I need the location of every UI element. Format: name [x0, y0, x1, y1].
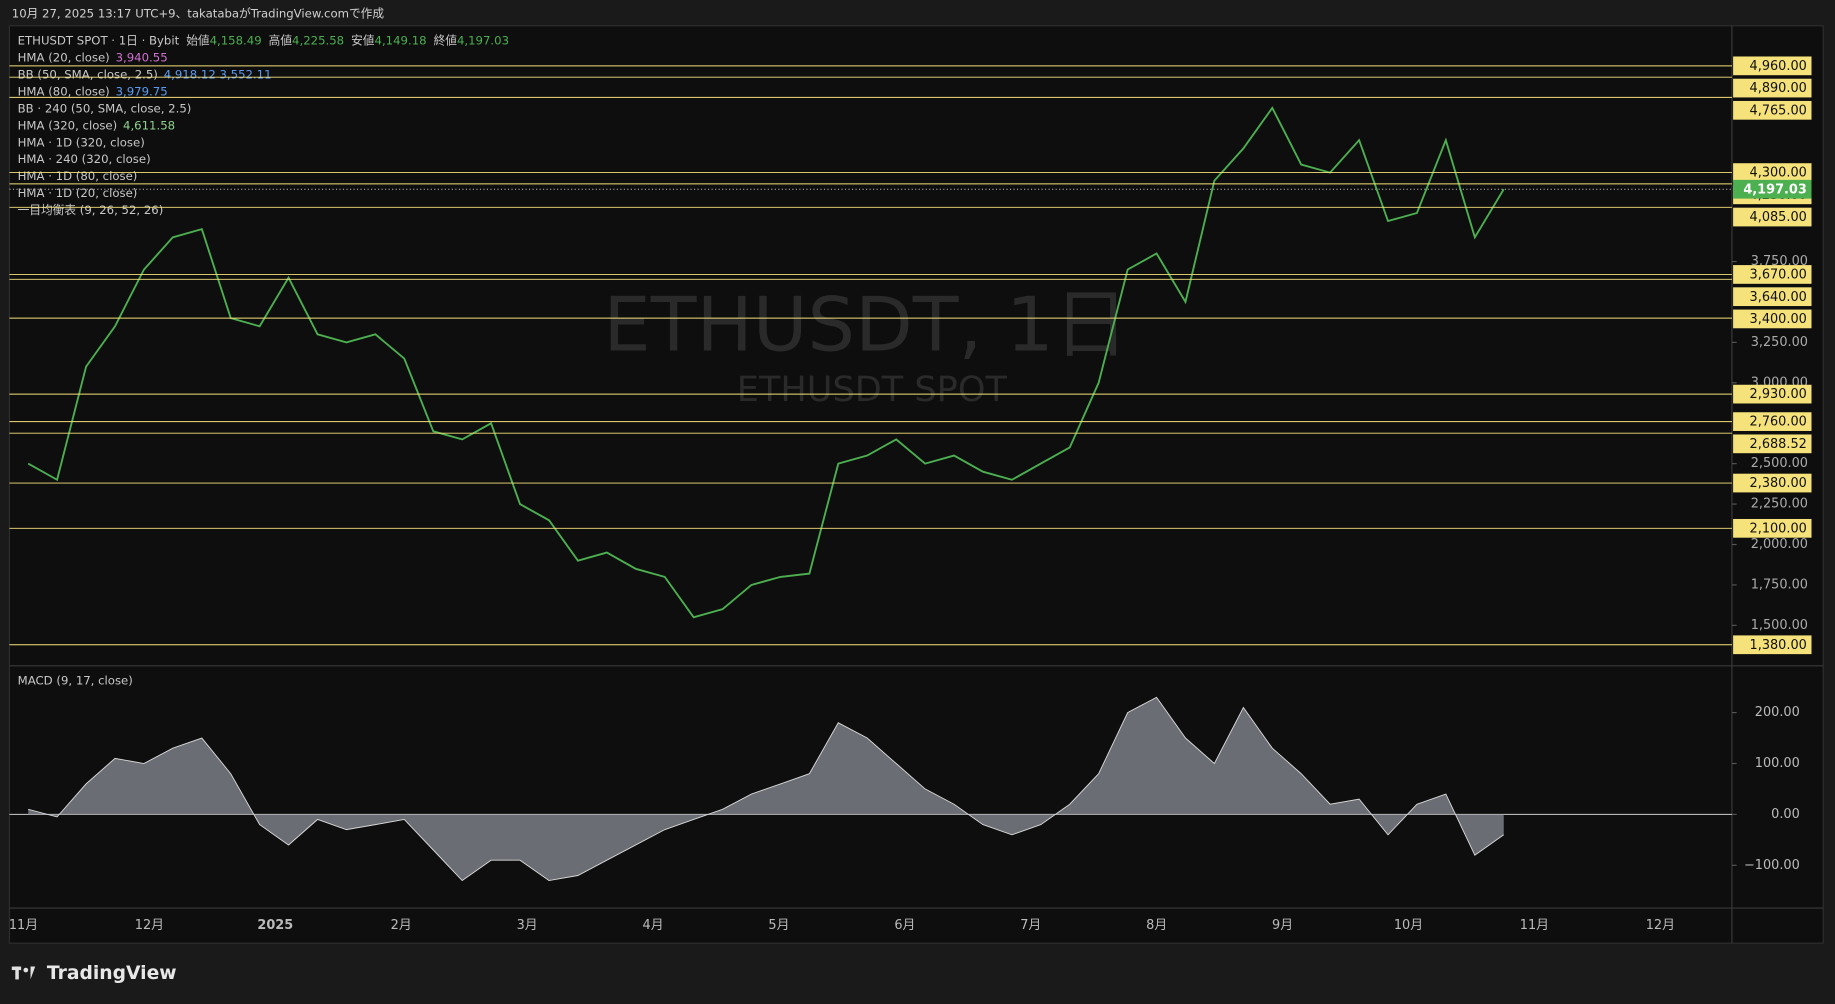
x-tick-label: 12月	[1646, 918, 1675, 933]
indicator-name: HMA · 1D (80, close)	[18, 169, 138, 183]
level-label: 3,400.00	[1750, 312, 1807, 327]
level-label: 1,380.00	[1750, 638, 1807, 653]
level-label-box	[1733, 412, 1812, 431]
ohlc-label: 始値	[186, 33, 210, 47]
ohlc-value: 4,225.58	[292, 33, 344, 47]
level-label-box	[1733, 473, 1812, 493]
level-label: 3,670.00	[1750, 268, 1807, 283]
y-tick-label: 1,500.00	[1751, 618, 1808, 633]
level-label: 2,380.00	[1750, 476, 1807, 491]
logo-mark	[30, 966, 36, 980]
level-label: 2,100.00	[1750, 521, 1807, 536]
level-label-box	[1733, 78, 1812, 98]
level-label-box	[1733, 56, 1812, 76]
level-label: 4,890.00	[1750, 81, 1807, 96]
level-label-box	[1733, 434, 1812, 454]
x-tick-label: 7月	[1020, 918, 1041, 933]
level-label-box	[1733, 635, 1812, 655]
indicator-name: HMA (320, close)	[18, 118, 118, 132]
indicator-name: HMA · 240 (320, close)	[18, 152, 151, 166]
indicator-value: 3,979.75	[116, 84, 168, 98]
indicator-name: HMA (80, close)	[18, 84, 110, 98]
level-label: 4,300.00	[1750, 166, 1807, 181]
y-tick-label: 2,000.00	[1751, 537, 1808, 552]
level-label-box	[1733, 309, 1812, 329]
y-tick-label: −100.00	[1744, 858, 1800, 873]
indicator-name: BB (50, SMA, close, 2.5)	[18, 67, 158, 81]
indicator-name: 一目均衡表 (9, 26, 52, 26)	[18, 203, 164, 217]
tradingview-logo: TradingView	[11, 963, 177, 984]
ohlc-label: 終値	[434, 33, 458, 47]
watermark-sub: ETHUSDT SPOT	[737, 369, 1008, 410]
level-label-box	[1733, 384, 1812, 404]
x-tick-label: 3月	[517, 918, 538, 933]
y-tick-label: 200.00	[1755, 705, 1800, 720]
indicator-name: BB · 240 (50, SMA, close, 2.5)	[18, 101, 192, 115]
macd-title: MACD (9, 17, close)	[18, 674, 133, 688]
logo-mark	[15, 966, 19, 980]
x-tick-label: 2月	[391, 918, 412, 933]
x-tick-label: 11月	[9, 918, 38, 933]
x-tick-label: 9月	[1272, 918, 1293, 933]
level-label: 4,960.00	[1750, 59, 1807, 74]
level-label: 4,765.00	[1750, 103, 1807, 118]
y-tick-label: 2,250.00	[1751, 497, 1808, 512]
last-price-box	[1733, 179, 1812, 199]
last-price-label: 4,197.03	[1743, 182, 1806, 197]
x-tick-label: 4月	[643, 918, 664, 933]
x-tick-label: 2025	[257, 918, 293, 933]
y-tick-label: 3,250.00	[1751, 335, 1808, 350]
level-label-box	[1733, 100, 1812, 120]
indicator-name: HMA · 1D (20, close)	[18, 186, 138, 200]
indicator-value: 4,611.58	[123, 118, 175, 132]
ohlc-label: 高値	[269, 33, 293, 47]
x-tick-label: 6月	[894, 918, 915, 933]
logo-mark	[23, 967, 29, 973]
ohlc-value: 4,149.18	[375, 33, 427, 47]
price-line	[27, 106, 1505, 619]
indicator-name: HMA (20, close)	[18, 50, 110, 64]
level-label-box	[1733, 207, 1812, 227]
indicator-value: 4,918.12 3,552.11	[164, 67, 272, 81]
level-label-box	[1733, 518, 1812, 538]
x-tick-label: 10月	[1394, 918, 1423, 933]
level-label: 2,688.52	[1750, 437, 1807, 452]
y-tick-label: 1,750.00	[1751, 577, 1808, 592]
y-tick-label: 0.00	[1771, 807, 1800, 822]
level-label: 4,085.00	[1750, 210, 1807, 225]
ohlc-value: 4,197.03	[457, 33, 509, 47]
level-label: 3,640.00	[1750, 290, 1807, 305]
logo-text: TradingView	[47, 963, 177, 984]
x-tick-label: 5月	[768, 918, 789, 933]
ohlc-label: 安値	[351, 33, 375, 47]
header: 10月 27, 2025 13:17 UTC+9、takatabaがTradin…	[12, 7, 385, 21]
level-label-box	[1733, 265, 1812, 284]
level-label: 2,930.00	[1750, 387, 1807, 402]
ohlc-value: 4,158.49	[210, 33, 262, 47]
x-tick-label: 8月	[1146, 918, 1167, 933]
indicator-name: HMA · 1D (320, close)	[18, 135, 145, 149]
x-tick-label: 12月	[135, 918, 164, 933]
symbol-title: ETHUSDT SPOT · 1日 · Bybit	[18, 33, 180, 47]
level-label-box	[1733, 287, 1812, 307]
level-label: 2,760.00	[1750, 415, 1807, 430]
macd-line	[28, 696, 1505, 882]
indicator-value: 3,940.55	[116, 50, 168, 64]
y-tick-label: 100.00	[1755, 756, 1800, 771]
y-tick-label: 2,500.00	[1751, 456, 1808, 471]
level-label-box	[1733, 163, 1812, 182]
x-tick-label: 11月	[1520, 918, 1549, 933]
watermark: ETHUSDT, 1日	[603, 280, 1128, 368]
macd-area	[28, 697, 1504, 881]
